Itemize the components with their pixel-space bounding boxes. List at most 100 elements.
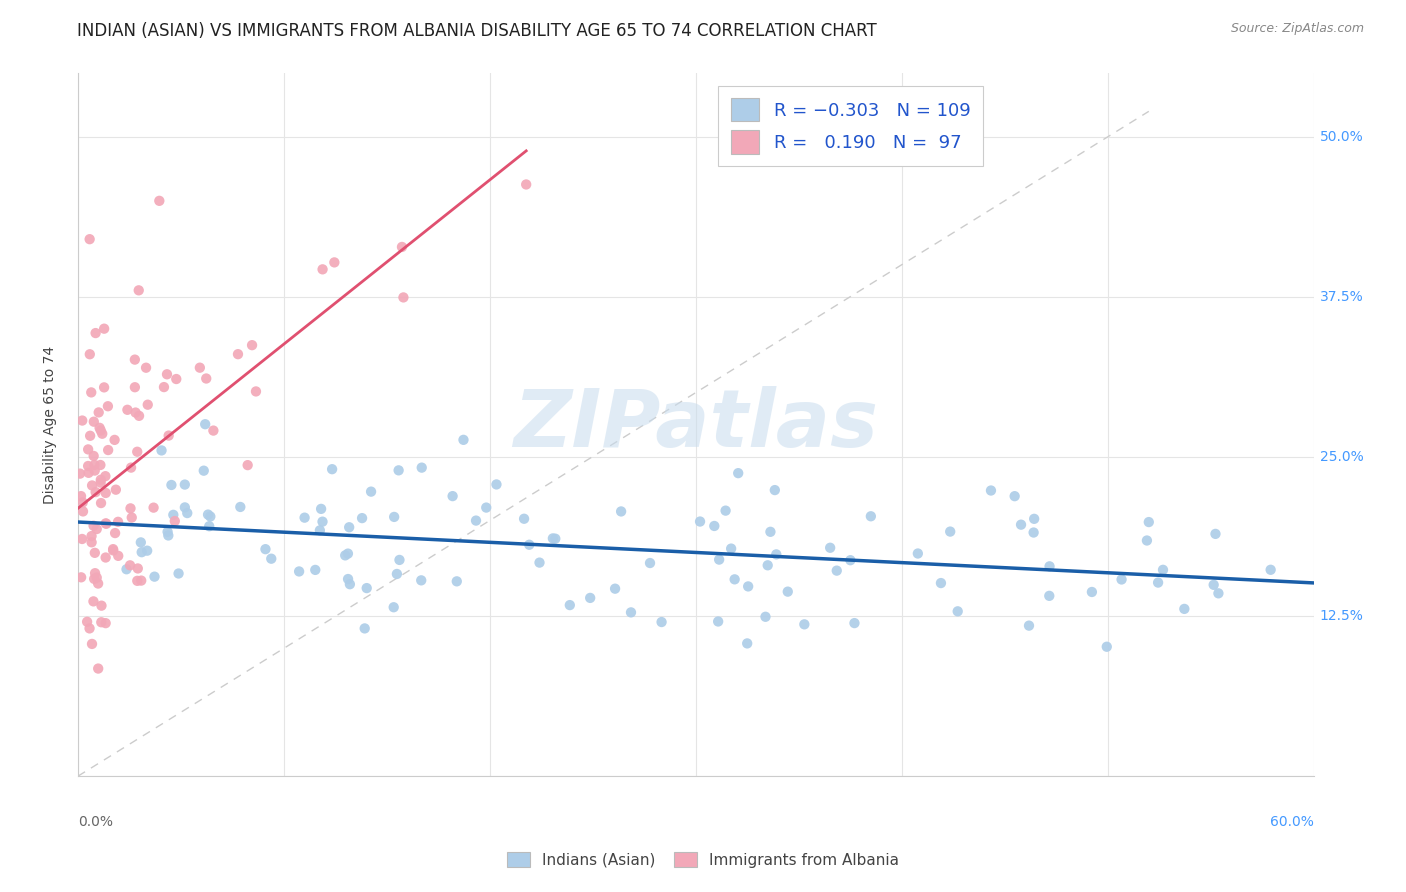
Point [825,564,848,578]
Text: 0.0%: 0.0% [77,814,112,829]
Point [90,599,112,613]
Point [157,528,180,542]
Point [309,501,332,516]
Text: 50.0%: 50.0% [1320,130,1364,144]
Point [337,520,360,534]
Point [388,463,411,477]
Point [309,524,332,538]
Point [83,518,105,533]
Point [83,546,105,560]
Point [714,503,737,517]
Point [80,529,103,543]
Point [127,561,149,575]
Point [107,515,129,529]
Point [980,483,1002,498]
Point [336,547,359,561]
Point [541,532,564,546]
Point [388,553,411,567]
Point [107,549,129,563]
Point [188,360,211,375]
Point [254,542,277,557]
Point [236,458,259,472]
Point [86,571,108,585]
Point [754,609,776,624]
Point [651,615,673,629]
Point [115,562,138,576]
Legend: Indians (Asian), Immigrants from Albania: Indians (Asian), Immigrants from Albania [501,846,905,873]
Point [1018,618,1040,632]
Point [288,565,311,579]
Point [1152,563,1174,577]
Point [200,509,222,524]
Point [1202,578,1225,592]
Point [844,616,866,631]
Point [763,483,786,497]
Point [465,514,488,528]
Point [93,380,115,394]
Point [610,504,633,518]
Point [89,458,111,472]
Point [1010,517,1032,532]
Point [756,558,779,573]
Point [260,551,283,566]
Point [1173,602,1195,616]
Point [129,574,152,588]
Point [91,426,114,441]
Point [311,515,333,529]
Point [148,194,170,208]
Point [87,405,110,419]
Point [90,475,112,490]
Point [1137,515,1160,529]
Point [765,547,787,561]
Point [515,178,537,192]
Point [517,538,540,552]
Point [94,616,117,631]
Text: 60.0%: 60.0% [1270,814,1313,829]
Point [411,460,433,475]
Point [90,615,112,630]
Point [69,467,91,481]
Point [323,255,346,269]
Point [229,500,252,514]
Point [392,290,415,304]
Point [128,283,150,297]
Point [638,556,661,570]
Point [311,262,333,277]
Point [128,409,150,423]
Point [89,421,111,435]
Point [79,232,101,246]
Point [117,402,139,417]
Point [352,511,374,525]
Point [1147,575,1170,590]
Point [173,477,195,491]
Point [382,600,405,615]
Point [446,574,468,589]
Point [321,462,343,476]
Point [245,384,267,399]
Y-axis label: Disability Age 65 to 74: Disability Age 65 to 74 [44,345,58,504]
Point [143,569,166,583]
Point [90,424,112,438]
Point [707,552,730,566]
Point [939,524,962,539]
Point [240,338,263,352]
Point [83,458,105,472]
Point [859,509,882,524]
Point [735,636,758,650]
Point [360,484,382,499]
Point [337,572,360,586]
Point [77,466,100,480]
Point [96,516,118,531]
Point [157,428,180,442]
Point [80,535,103,549]
Point [70,532,93,546]
Point [84,485,107,500]
Point [907,547,929,561]
Point [929,576,952,591]
Text: 25.0%: 25.0% [1320,450,1364,464]
Point [87,576,110,591]
Point [1208,586,1230,600]
Point [356,581,378,595]
Point [162,508,184,522]
Point [818,541,841,555]
